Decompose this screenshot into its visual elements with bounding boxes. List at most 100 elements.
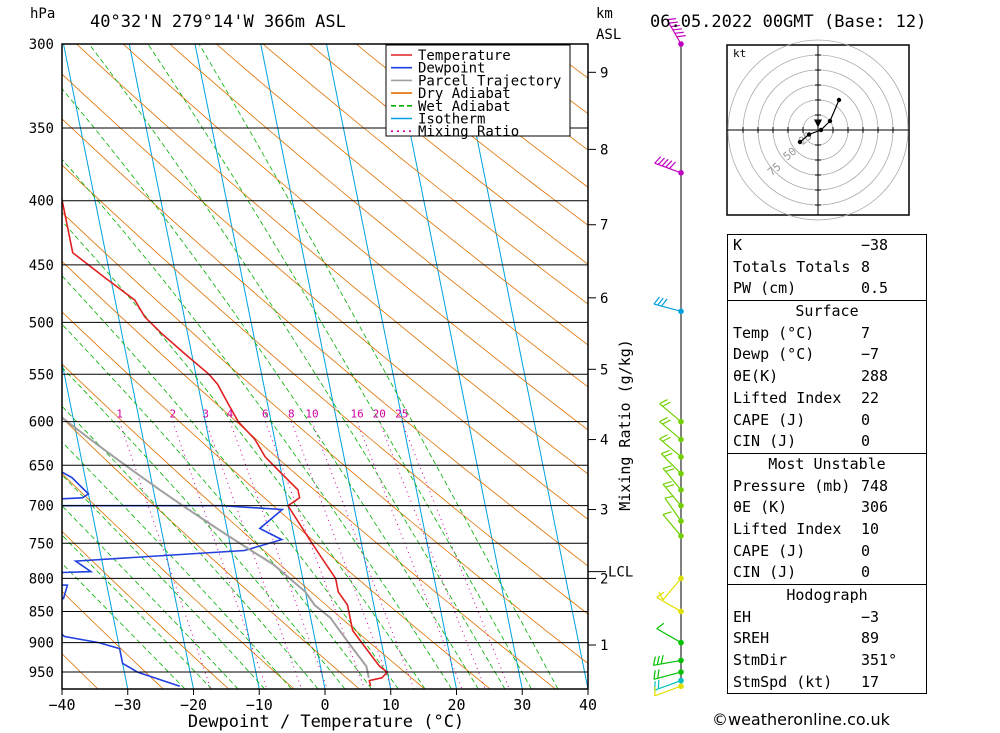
surface-box: Surface Temp (°C) 7 Dewp (°C) −7 θE(K) 288 Lif… — [727, 301, 927, 454]
mu-value: 0 — [861, 541, 871, 560]
x-tick-label: 20 — [447, 696, 465, 714]
km-tick-label: 7 — [600, 218, 608, 234]
pressure-label: 700 — [29, 499, 54, 515]
temperature-line — [62, 195, 389, 687]
wet-adiabat-line — [62, 323, 372, 689]
wind-barb-flag — [661, 158, 669, 167]
wind-barb-flag — [668, 161, 676, 169]
surface-label: Dewp (°C) — [733, 345, 815, 364]
surface-label: Lifted Index — [733, 388, 842, 407]
mixing-ratio-label: 2 — [169, 408, 176, 421]
isotherm-line — [260, 44, 392, 689]
km-tick-label: 6 — [600, 291, 608, 307]
wind-barb-flag — [659, 434, 668, 440]
surface-value: 0 — [861, 410, 871, 429]
mixing-ratio-line — [378, 421, 486, 689]
wind-barb — [662, 465, 684, 493]
wind-barb-staff — [664, 497, 682, 522]
wind-barb — [653, 669, 684, 680]
wind-barb-dot — [678, 669, 684, 675]
surface-value: 22 — [861, 388, 880, 407]
mu-value: 10 — [861, 519, 880, 538]
km-tick-label: 9 — [600, 65, 608, 81]
wind-barb-dot — [678, 608, 684, 615]
general-label: K — [733, 236, 743, 254]
mu-label: Pressure (mb) — [733, 476, 851, 495]
wind-barb-dot — [678, 518, 684, 524]
wind-barb-dot — [678, 677, 684, 684]
header-datetime: 06.05.2022 00GMT (Base: 12) — [650, 12, 927, 32]
wind-barb-staff — [662, 468, 682, 491]
wind-barb-flag — [665, 484, 675, 488]
hodo-label: StmDir — [733, 651, 788, 670]
km-tick-label: 8 — [600, 142, 608, 158]
wind-barb — [658, 575, 684, 601]
hodo-row: SREH 89 — [728, 628, 926, 650]
wind-barb-staff — [662, 578, 682, 601]
parcel-trajectory-line — [62, 416, 370, 679]
wind-barb-flag — [662, 419, 671, 425]
wind-barb — [662, 481, 684, 509]
wind-barb-flag — [662, 436, 671, 442]
pressure-label: 800 — [29, 571, 54, 587]
isotherm-line — [326, 44, 457, 689]
surface-value: 7 — [861, 323, 871, 342]
general-value: 8 — [861, 257, 871, 276]
isotherm-line — [391, 44, 523, 689]
dry-adiabat-line — [62, 260, 556, 689]
wind-barb-dot — [678, 533, 684, 539]
dry-adiabat-line — [169, 44, 588, 388]
pressure-label: 950 — [29, 665, 54, 681]
hodograph-point — [836, 97, 842, 103]
general-row: PW (cm) 0.5 — [728, 278, 926, 300]
pressure-label: 650 — [29, 458, 54, 474]
dry-adiabat-line — [62, 530, 229, 689]
wind-barb-flag — [662, 511, 672, 516]
surface-title: Surface — [795, 302, 859, 321]
wind-barb-flag — [652, 656, 657, 666]
wet-adiabat-line — [62, 441, 292, 689]
mixing-ratio-label: 20 — [373, 408, 386, 421]
mixing-ratio-line — [401, 421, 510, 689]
general-label: Totals Totals — [733, 257, 851, 276]
legend-label: Isotherm — [418, 112, 485, 128]
x-tick-label: −30 — [114, 696, 141, 714]
mixing-ratio-label: 1 — [116, 408, 123, 421]
mixing-ratio-label: 16 — [351, 408, 364, 421]
mu-label: Lifted Index — [733, 519, 842, 538]
km-tick-label: 1 — [600, 638, 608, 654]
mu-label: θE (K) — [733, 498, 788, 517]
dry-adiabat-line — [355, 44, 588, 226]
asl-label: ASL — [596, 27, 622, 43]
dry-adiabat-line — [76, 44, 588, 475]
indices-panel: K −38 Totals Totals 8 PW (cm) 0.5 Surface Tem… — [727, 234, 927, 695]
wind-barb — [666, 18, 686, 47]
wind-barb-staff — [662, 483, 682, 507]
wind-barb-flag — [657, 297, 664, 306]
isotherm-line — [128, 44, 260, 689]
wind-barb-flag — [664, 495, 674, 499]
wind-barb-dot — [678, 308, 684, 315]
wind-barb-flag — [656, 591, 665, 598]
wind-barb-dot — [678, 470, 684, 477]
mu-value: 748 — [861, 476, 889, 495]
mixing-ratio-line — [172, 421, 268, 689]
km-label: km — [596, 6, 613, 22]
wind-barb-flag — [665, 468, 675, 472]
wind-barb-flag — [661, 298, 668, 307]
general-row: K −38 — [728, 235, 926, 257]
surface-row: Temp (°C) 7 — [728, 323, 926, 345]
wind-barb-staff — [654, 685, 682, 697]
pressure-label: 500 — [29, 315, 54, 331]
general-value: −38 — [861, 236, 889, 254]
wind-barb-flag — [653, 296, 660, 305]
pressure-label: 900 — [29, 636, 54, 652]
wet-adiabat-line — [88, 44, 506, 689]
wind-barb-flag — [666, 18, 677, 21]
surface-row: Dewp (°C) −7 — [728, 344, 926, 366]
wind-barb-dot — [678, 639, 684, 646]
surface-row: θE(K) 288 — [728, 366, 926, 388]
hodo-row: StmDir 351° — [728, 650, 926, 672]
credit-link[interactable]: ©weatheronline.co.uk — [712, 710, 890, 729]
